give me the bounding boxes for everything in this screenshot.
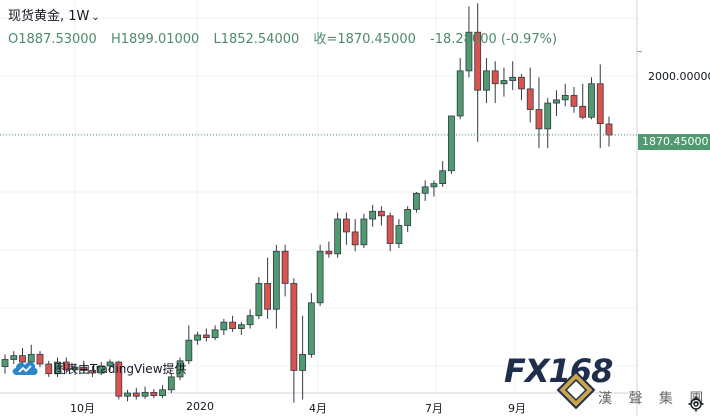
legend-low: L1852.54000 [213,32,300,47]
candle [229,321,236,329]
chart-legend: 现货黄金, 1W ⌄ O1887.53000 H1899.01000 L1852.… [8,6,567,51]
candle [465,31,473,72]
candle [89,370,96,374]
candle [456,70,464,117]
candle [71,366,79,371]
candle [579,105,587,118]
candle [369,210,377,220]
last-price-tag: 1870.45000 [638,134,710,150]
legend-title: 现货黄金, 1W ⌄ [8,6,567,29]
candle [526,88,534,110]
candle [176,360,184,378]
candle [246,315,254,326]
legend-interval[interactable]: 1W [68,9,90,24]
watermark-cn: 漢 聲 集 團 [598,391,710,407]
legend-open: O1887.53000 [8,32,97,47]
candle [290,283,298,371]
candle [378,210,385,217]
candle [421,186,429,194]
candle [316,250,324,304]
candle [561,94,569,101]
x-tick-label: 7月 [425,402,443,415]
legend-values: O1887.53000 H1899.01000 L1852.54000 收=18… [8,29,567,51]
candle [132,392,140,397]
fx168-watermark: FX168 漢 聲 集 團 [504,352,703,412]
chevron-down-icon[interactable]: ⌄ [91,12,100,23]
x-tick-label: 10月 [70,402,95,415]
candle [211,329,219,338]
candle [202,334,210,338]
candle [141,391,149,397]
candle [124,392,131,397]
candle [500,80,508,85]
diamond-logo-icon [556,370,596,410]
candle [264,283,272,310]
candle [596,83,604,125]
candle [404,208,412,226]
watermark-brand: FX168 [504,352,613,390]
candle [185,339,193,362]
legend-close: 收=1870.45000 [313,32,416,47]
candle [80,366,88,371]
candle [167,376,175,391]
candle [272,250,280,310]
candle [237,324,245,329]
candle [220,321,228,331]
tradingview-credit[interactable]: 图表由TradingView提供 [10,356,187,380]
candle [334,218,342,255]
candle [307,302,315,355]
candle [483,70,490,91]
candle [194,334,201,341]
candle [281,250,289,284]
candle [255,283,263,317]
candle [386,215,394,244]
candle [474,31,482,91]
cloud-icon [12,362,38,375]
candle [351,231,359,246]
candle [448,115,455,172]
candle [325,250,333,255]
candle [544,102,552,130]
legend-symbol[interactable]: 现货黄金, [8,9,65,24]
candle [430,183,438,188]
candle [342,218,350,233]
candle [509,76,517,81]
candle [62,361,70,371]
x-tick-label: 4月 [309,402,327,415]
candle [605,123,613,136]
candle [535,109,543,130]
candle [36,353,44,365]
candle [395,225,403,244]
legend-change: -18.28000 (-0.97%) [430,32,558,47]
legend-high: H1899.01000 [110,32,200,47]
candle [439,170,447,185]
candle [491,70,499,85]
candle [27,353,35,363]
candle [106,361,114,367]
candle [553,99,560,104]
candle [360,218,368,246]
candle [10,355,18,360]
x-tick-label: 2020 [186,400,214,413]
x-tick-label: 9月 [508,402,526,415]
candle [588,83,595,118]
y-tick-label: 2000.00000 [648,70,710,83]
candle [45,363,53,375]
candle [518,76,525,90]
candle [19,355,26,363]
candle [299,353,307,371]
candle [159,389,166,396]
gear-icon[interactable] [688,396,704,412]
candle [570,94,578,107]
candle [54,361,61,375]
candle [115,361,123,397]
candle [1,359,9,367]
candle [150,391,158,396]
candle [413,192,420,210]
credit-text: 图表由TradingView提供 [54,361,187,376]
candle [97,365,105,374]
